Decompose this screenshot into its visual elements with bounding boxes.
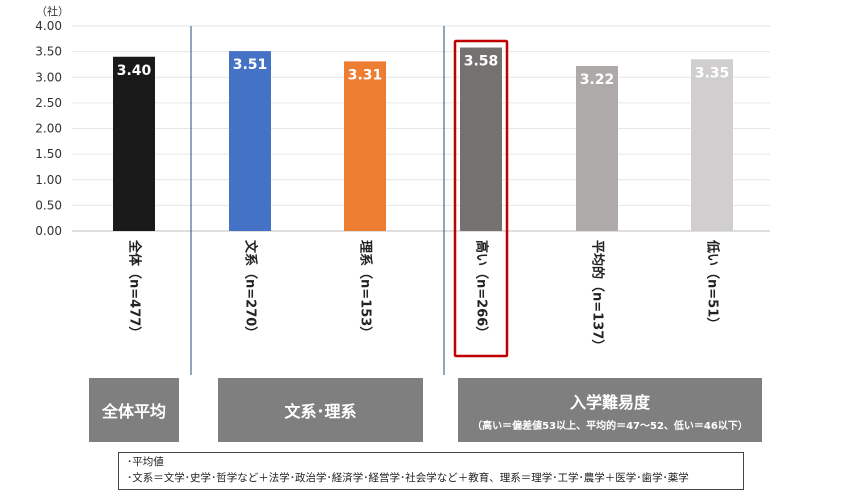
data-label: 3.22 bbox=[580, 72, 615, 88]
highlight-box bbox=[453, 39, 509, 358]
y-tick-label: 0.50 bbox=[35, 198, 62, 212]
group-overall-title: 全体平均 bbox=[101, 402, 166, 421]
y-tick-label: 0.00 bbox=[35, 224, 62, 238]
bar bbox=[344, 61, 386, 231]
footnote-line-2: ･文系＝文学･史学･哲学など＋法学･政治学･経済学･経営学･社会学など＋教育、理… bbox=[127, 472, 689, 484]
y-tick-label: 1.50 bbox=[35, 147, 62, 161]
y-tick-label: 4.00 bbox=[35, 19, 62, 33]
data-label: 3.40 bbox=[117, 63, 152, 79]
group-humanities-sciences: 文系･理系 bbox=[218, 378, 423, 442]
y-tick-label: 2.00 bbox=[35, 122, 62, 136]
y-tick-label: 2.50 bbox=[35, 96, 62, 110]
x-category-label: 高い（n=266） bbox=[474, 240, 490, 339]
y-unit-label: （社） bbox=[36, 4, 69, 18]
x-category-label: 文系（n=270） bbox=[243, 240, 259, 339]
footnote-box: ･平均値 ･文系＝文学･史学･哲学など＋法学･政治学･経済学･経営学･社会学など… bbox=[118, 452, 744, 490]
x-category-label: 理系（n=153） bbox=[358, 240, 374, 339]
y-tick-label: 3.00 bbox=[35, 70, 62, 84]
x-category-label: 低い（n=51） bbox=[705, 239, 721, 330]
bar bbox=[229, 51, 271, 231]
group-overall: 全体平均 bbox=[89, 378, 179, 442]
y-tick-label: 3.50 bbox=[35, 45, 62, 59]
group-admission-difficulty-subtitle: （高い＝偏差値53以上、平均的＝47～52、低い＝46以下） bbox=[472, 420, 748, 432]
bar bbox=[460, 47, 502, 232]
group-humanities-sciences-title: 文系･理系 bbox=[284, 402, 357, 421]
data-label: 3.31 bbox=[348, 67, 383, 83]
x-category-label: 全体（n=477） bbox=[127, 239, 143, 339]
x-category-label: 平均的（n=137） bbox=[590, 240, 606, 352]
bar bbox=[113, 56, 155, 231]
footnote-line-1: ･平均値 bbox=[127, 456, 164, 468]
data-label: 3.51 bbox=[233, 57, 268, 73]
bar bbox=[691, 59, 733, 231]
bar-chart: （社） 0.00 0.50 1.00 1.50 2.00 2.50 3.00 3.50 4.00… bbox=[35, 4, 770, 375]
group-admission-difficulty: 入学難易度 （高い＝偏差値53以上、平均的＝47～52、低い＝46以下） bbox=[458, 378, 762, 442]
data-label: 3.35 bbox=[695, 65, 730, 81]
y-tick-label: 1.00 bbox=[35, 173, 62, 187]
group-admission-difficulty-title: 入学難易度 bbox=[569, 392, 650, 412]
bar bbox=[576, 65, 618, 231]
data-label: 3.58 bbox=[464, 54, 499, 70]
